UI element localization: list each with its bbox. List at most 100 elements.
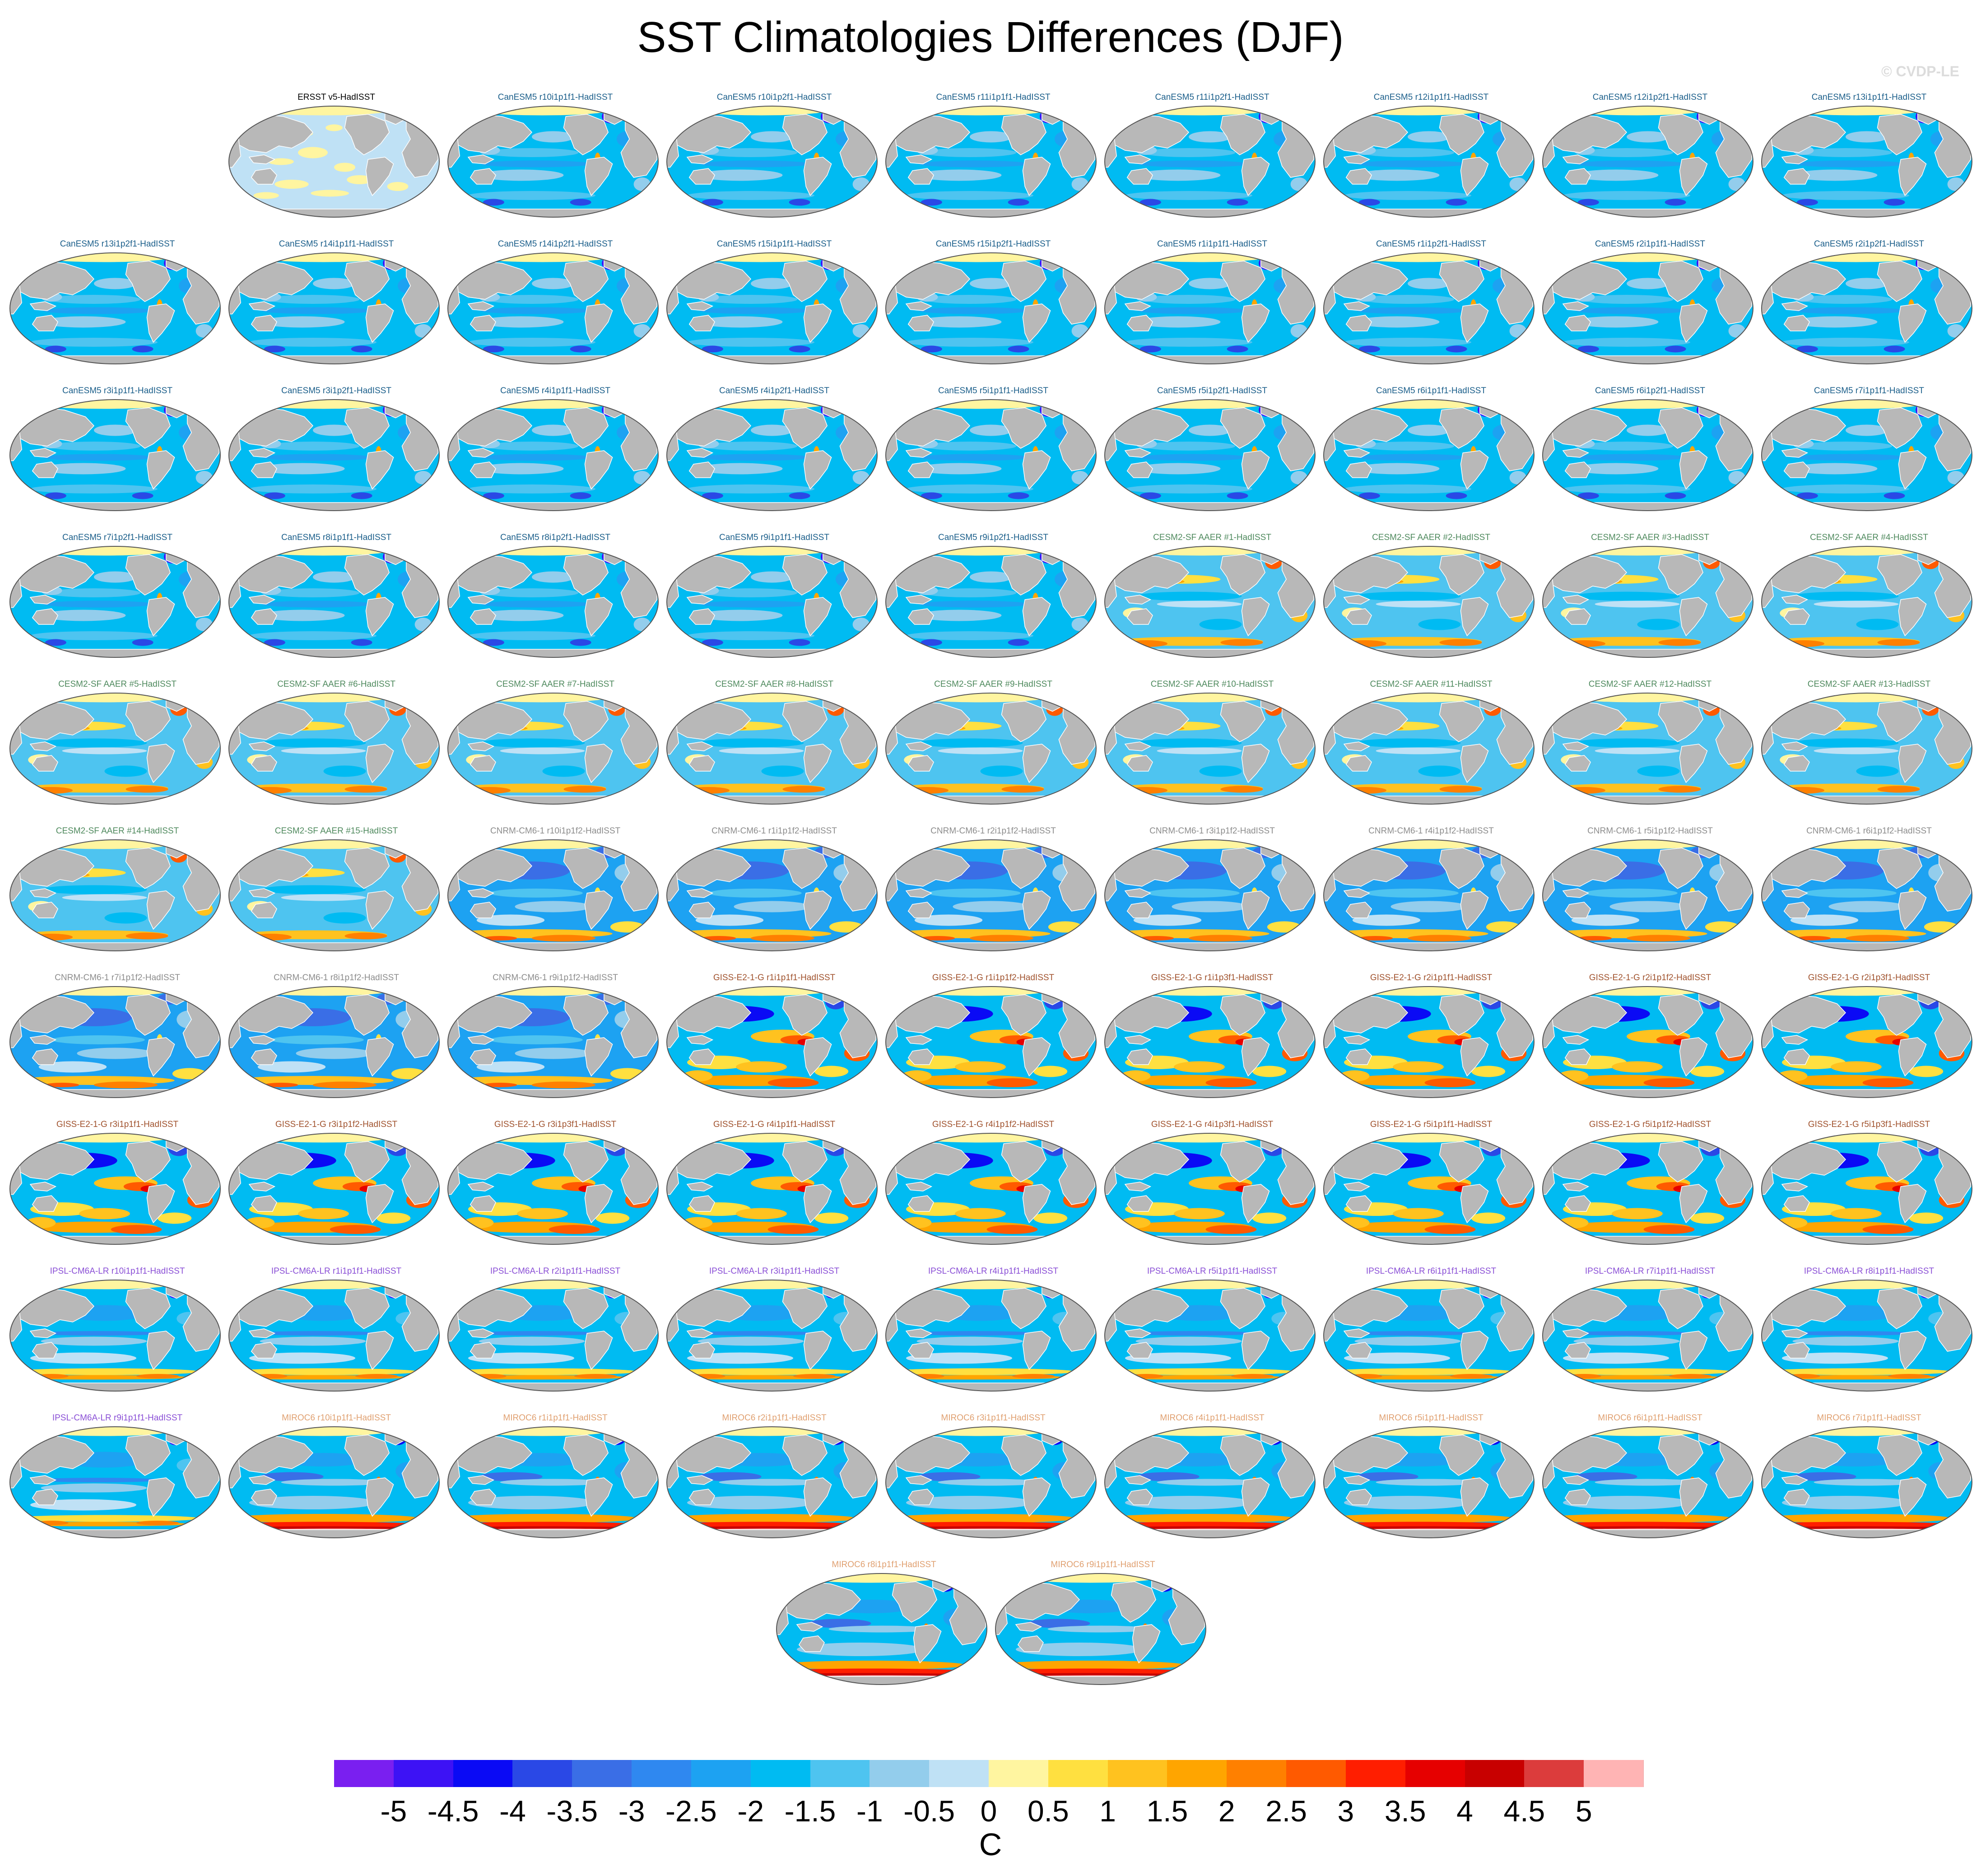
sst-anomaly-region <box>698 316 783 328</box>
sst-anomaly-region <box>483 199 504 206</box>
sst-anomaly-region <box>260 885 366 894</box>
landmass <box>125 994 171 1036</box>
map-outline <box>1104 693 1316 805</box>
sst-anomaly-region <box>1446 199 1467 206</box>
sst-anomaly-region <box>1563 484 1690 493</box>
sst-anomaly-region <box>1139 345 1161 353</box>
panel-title: GISS-E2-1-G r4i1p3f1-HadISST <box>1151 1120 1274 1129</box>
sst-anomaly-region <box>1595 601 1680 608</box>
colorbar-tick-label: 4 <box>1456 1794 1473 1828</box>
sst-anomaly-region <box>47 588 141 597</box>
sst-anomaly-region <box>1627 131 1669 143</box>
landmass <box>905 888 933 898</box>
sst-map <box>1104 1280 1316 1392</box>
colorbar-swatch <box>1524 1760 1585 1787</box>
sst-anomaly-region <box>45 639 66 646</box>
sst-anomaly-region <box>916 738 1023 748</box>
sst-anomaly-region <box>1637 619 1680 630</box>
landmass <box>1564 168 1591 185</box>
sst-anomaly-region <box>1358 936 1393 940</box>
landmass <box>688 168 715 185</box>
sst-anomaly-region <box>1105 1368 1295 1375</box>
sst-anomaly-region <box>1728 324 1746 338</box>
map-panel: CESM2-SF AAER #15-HadISST <box>228 826 445 962</box>
sst-anomaly-region <box>1121 1070 1151 1082</box>
sst-anomaly-region <box>1354 463 1440 475</box>
sst-anomaly-region <box>1577 199 1599 206</box>
landmass <box>584 303 613 343</box>
sst-anomaly-region <box>1831 1061 1882 1073</box>
sst-anomaly-region <box>751 278 793 289</box>
landmass <box>248 888 276 898</box>
sst-anomaly-region <box>1782 338 1909 347</box>
sst-anomaly-region <box>1792 1336 1899 1346</box>
landmass <box>146 890 175 930</box>
colorbar-tick-label: -0.5 <box>903 1794 955 1828</box>
sst-anomaly-region <box>906 484 1033 493</box>
landmass <box>1783 755 1810 772</box>
sst-anomaly-region <box>195 618 213 631</box>
landmass <box>1460 744 1489 783</box>
map-outline <box>885 1280 1097 1392</box>
landmass <box>32 1195 58 1212</box>
sst-anomaly-region <box>260 316 345 328</box>
panel-title: CanESM5 r8i1p1f1-HadISST <box>281 533 391 542</box>
landmass <box>344 847 390 889</box>
landmass <box>365 450 394 490</box>
landmass <box>1898 890 1927 930</box>
landmass <box>1220 114 1266 155</box>
colorbar-swatch <box>691 1760 751 1787</box>
map-panel: CNRM-CM6-1 r4i1p1f2-HadISST <box>1323 826 1539 962</box>
map-outline <box>1323 546 1535 658</box>
sst-map <box>228 693 440 805</box>
landmass <box>467 448 495 458</box>
landmass <box>1345 1048 1372 1065</box>
sst-map <box>885 546 1097 658</box>
sst-anomaly-region <box>262 601 372 608</box>
map-outline <box>1761 399 1972 511</box>
landmass <box>1898 303 1927 343</box>
sst-anomaly-region <box>260 1472 324 1481</box>
sst-anomaly-region <box>1344 191 1471 200</box>
landmass <box>146 744 175 783</box>
sst-anomaly-region <box>1205 1225 1257 1234</box>
landmass <box>365 1331 394 1370</box>
map-outline <box>228 106 440 218</box>
sst-anomaly-region <box>1571 914 1640 926</box>
colorbar-swatch <box>1107 1760 1168 1787</box>
sst-anomaly-region <box>719 747 804 754</box>
sst-anomaly-region <box>986 1078 1038 1087</box>
sst-anomaly-region <box>1357 307 1467 314</box>
landmass <box>1124 1182 1152 1192</box>
landmass <box>32 1342 58 1359</box>
sst-anomaly-region <box>483 936 517 940</box>
sst-anomaly-region <box>814 1212 849 1224</box>
map-outline <box>885 1426 1097 1538</box>
sst-anomaly-region <box>923 588 1017 597</box>
landmass <box>251 1195 277 1212</box>
landmass <box>907 315 934 331</box>
sst-anomaly-region <box>1157 601 1242 608</box>
sst-anomaly-region <box>1573 591 1680 601</box>
sst-anomaly-region <box>1856 765 1899 777</box>
landmass <box>1220 554 1266 596</box>
sst-anomaly-region <box>1803 889 1897 898</box>
colorbar-tick-label: -2.5 <box>665 1794 717 1828</box>
sst-anomaly-region <box>1446 345 1467 353</box>
landmass <box>365 744 394 783</box>
panel-title: CanESM5 r1i1p2f1-HadISST <box>1376 239 1486 249</box>
sst-anomaly-region <box>1446 492 1467 499</box>
landmass <box>470 1489 496 1505</box>
panel-title: GISS-E2-1-G r3i1p1f1-HadISST <box>56 1120 179 1129</box>
landmass <box>1679 1331 1708 1370</box>
landmass <box>248 1035 276 1045</box>
landmass <box>1343 301 1371 311</box>
sst-anomaly-region <box>483 1083 517 1087</box>
landmass <box>584 597 613 637</box>
map-outline <box>1761 106 1972 218</box>
landmass <box>1679 1184 1708 1224</box>
chart-title: SST Climatologies Differences (DJF) <box>637 13 1344 61</box>
sst-anomaly-region <box>330 1225 381 1234</box>
landmass <box>803 1184 832 1224</box>
landmass <box>1124 1328 1152 1338</box>
